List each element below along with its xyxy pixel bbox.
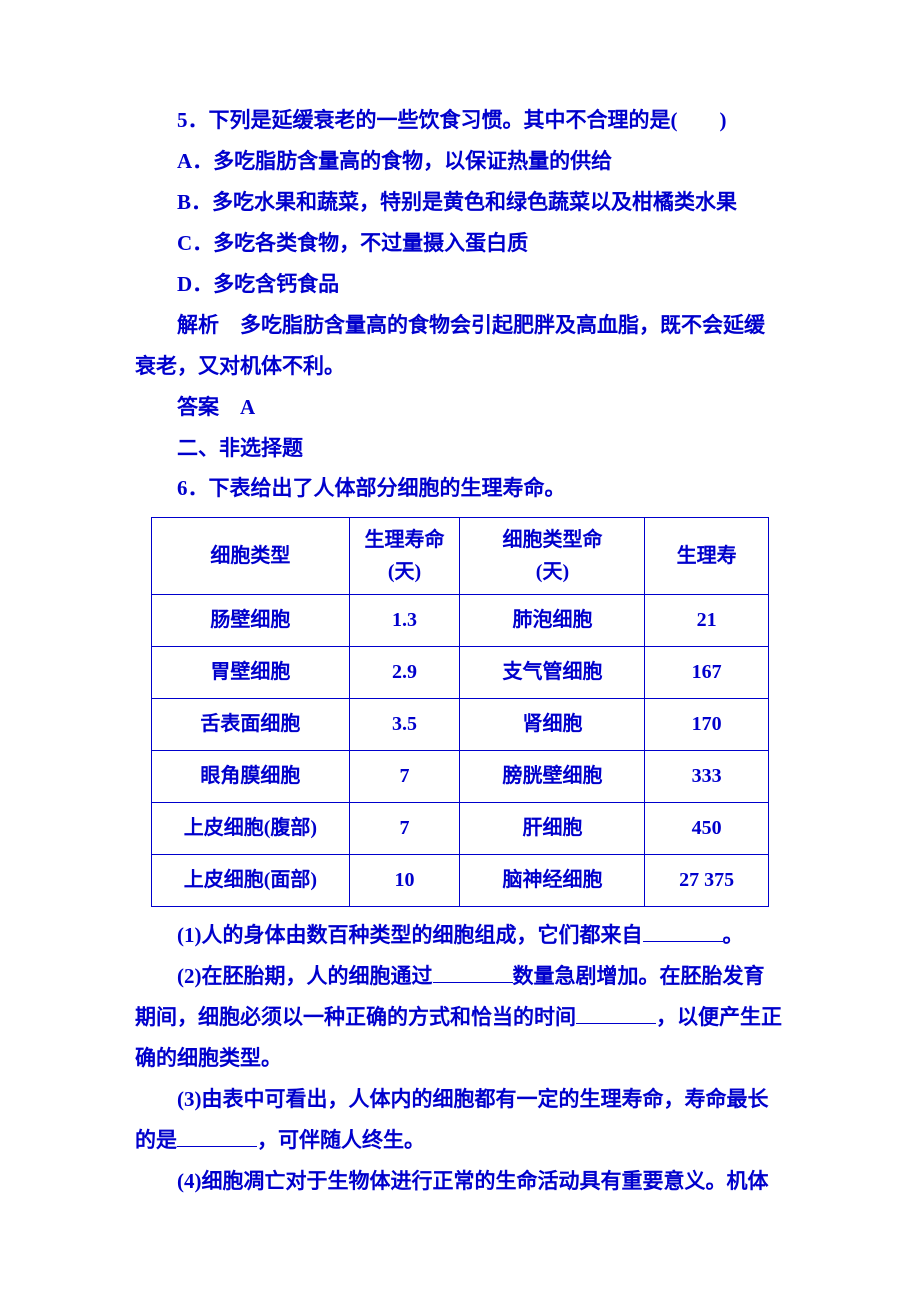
col-cell-type-2: 细胞类型命 (天) bbox=[460, 518, 645, 595]
cell-type: 肝细胞 bbox=[460, 803, 645, 855]
cell-type: 舌表面细胞 bbox=[152, 699, 349, 751]
q6-part3: (3)由表中可看出，人体内的细胞都有一定的生理寿命，寿命最长的是，可伴随人终生。 bbox=[135, 1079, 785, 1161]
q6-p2a: (2)在胚胎期，人的细胞通过 bbox=[177, 964, 433, 988]
cell-type: 眼角膜细胞 bbox=[152, 751, 349, 803]
explain-label: 解析 bbox=[177, 313, 219, 337]
col-cell-type-2-l1: 细胞类型命 bbox=[502, 529, 602, 551]
cell-lifespan: 450 bbox=[645, 803, 768, 855]
col-lifespan-2: 生理寿 bbox=[645, 518, 768, 595]
q5-option-d: D．多吃含钙食品 bbox=[135, 264, 785, 305]
q5-explanation: 解析 多吃脂肪含量高的食物会引起肥胖及高血脂，既不会延缓衰老，又对机体不利。 bbox=[135, 305, 785, 387]
cell-lifespan: 21 bbox=[645, 595, 768, 647]
q6-stem: 6．下表给出了人体部分细胞的生理寿命。 bbox=[135, 468, 785, 509]
blank-input[interactable] bbox=[433, 961, 513, 983]
table-body: 肠壁细胞 1.3 肺泡细胞 21 胃壁细胞 2.9 支气管细胞 167 舌表面细… bbox=[152, 595, 769, 907]
table-row: 胃壁细胞 2.9 支气管细胞 167 bbox=[152, 647, 769, 699]
table-row: 上皮细胞(腹部) 7 肝细胞 450 bbox=[152, 803, 769, 855]
q6-p3b: ，可伴随人终生。 bbox=[257, 1128, 425, 1152]
q6-part1: (1)人的身体由数百种类型的细胞组成，它们都来自 。 bbox=[135, 915, 785, 956]
cell-lifespan: 3.5 bbox=[349, 699, 460, 751]
cell-lifespan: 7 bbox=[349, 751, 460, 803]
q5-option-b: B．多吃水果和蔬菜，特别是黄色和绿色蔬菜以及柑橘类水果 bbox=[135, 182, 785, 223]
cell-type: 肾细胞 bbox=[460, 699, 645, 751]
q6-p1a: (1)人的身体由数百种类型的细胞组成，它们都来自 bbox=[177, 923, 643, 947]
q6-p1b: 。 bbox=[723, 923, 744, 947]
cell-type: 膀胱壁细胞 bbox=[460, 751, 645, 803]
table-row: 舌表面细胞 3.5 肾细胞 170 bbox=[152, 699, 769, 751]
q5-option-c: C．多吃各类食物，不过量摄入蛋白质 bbox=[135, 223, 785, 264]
cell-type: 肺泡细胞 bbox=[460, 595, 645, 647]
table-row: 上皮细胞(面部) 10 脑神经细胞 27 375 bbox=[152, 855, 769, 907]
col-cell-type-1: 细胞类型 bbox=[152, 518, 349, 595]
cell-type: 上皮细胞(面部) bbox=[152, 855, 349, 907]
explain-text: 多吃脂肪含量高的食物会引起肥胖及高血脂，既不会延缓衰老，又对机体不利。 bbox=[135, 313, 765, 378]
col-cell-type-2-l2: (天) bbox=[536, 561, 569, 583]
cell-lifespan: 170 bbox=[645, 699, 768, 751]
answer-text: A bbox=[240, 395, 255, 419]
blank-input[interactable] bbox=[643, 920, 723, 942]
cell-lifespan: 2.9 bbox=[349, 647, 460, 699]
section-2-heading: 二、非选择题 bbox=[135, 428, 785, 469]
blank-input[interactable] bbox=[177, 1125, 257, 1147]
table-header-row: 细胞类型 生理寿命 (天) 细胞类型命 (天) 生理寿 bbox=[152, 518, 769, 595]
q5-stem: 5．下列是延缓衰老的一些饮食习惯。其中不合理的是( ) bbox=[135, 100, 785, 141]
cell-lifespan: 1.3 bbox=[349, 595, 460, 647]
cell-type: 肠壁细胞 bbox=[152, 595, 349, 647]
q5-answer: 答案 A bbox=[135, 387, 785, 428]
col-lifespan-1-l1: 生理寿命 bbox=[365, 529, 445, 551]
cell-lifespan: 333 bbox=[645, 751, 768, 803]
q6-part2: (2)在胚胎期，人的细胞通过数量急剧增加。在胚胎发育期间，细胞必须以一种正确的方… bbox=[135, 956, 785, 1079]
q6-part4: (4)细胞凋亡对于生物体进行正常的生命活动具有重要意义。机体 bbox=[135, 1161, 785, 1202]
q5-option-a: A．多吃脂肪含量高的食物，以保证热量的供给 bbox=[135, 141, 785, 182]
cell-lifespan-table: 细胞类型 生理寿命 (天) 细胞类型命 (天) 生理寿 肠壁细胞 1.3 肺泡细… bbox=[151, 517, 769, 907]
col-lifespan-1: 生理寿命 (天) bbox=[349, 518, 460, 595]
col-lifespan-1-l2: (天) bbox=[388, 561, 421, 583]
blank-input[interactable] bbox=[576, 1002, 656, 1024]
table-row: 肠壁细胞 1.3 肺泡细胞 21 bbox=[152, 595, 769, 647]
cell-type: 上皮细胞(腹部) bbox=[152, 803, 349, 855]
cell-lifespan: 7 bbox=[349, 803, 460, 855]
cell-lifespan: 27 375 bbox=[645, 855, 768, 907]
cell-type: 脑神经细胞 bbox=[460, 855, 645, 907]
cell-type: 支气管细胞 bbox=[460, 647, 645, 699]
cell-lifespan: 10 bbox=[349, 855, 460, 907]
answer-label: 答案 bbox=[177, 395, 219, 419]
table-row: 眼角膜细胞 7 膀胱壁细胞 333 bbox=[152, 751, 769, 803]
cell-type: 胃壁细胞 bbox=[152, 647, 349, 699]
cell-lifespan: 167 bbox=[645, 647, 768, 699]
